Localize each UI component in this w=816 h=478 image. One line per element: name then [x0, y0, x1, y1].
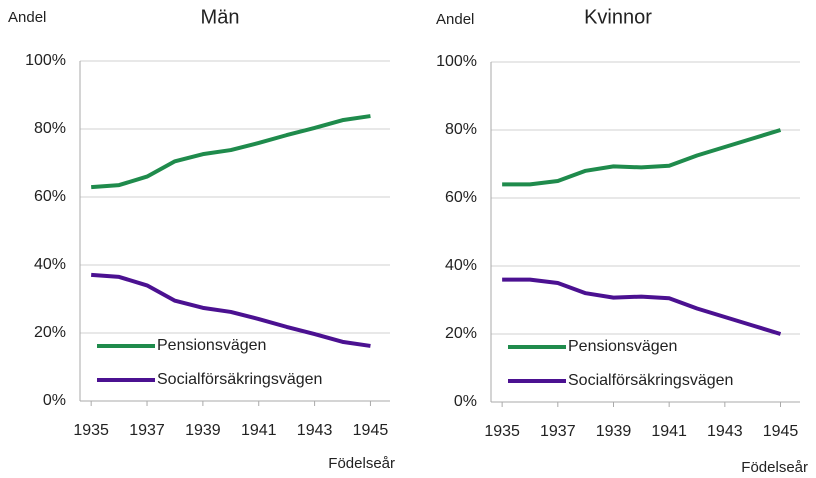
legend-label: Socialförsäkringsvägen	[157, 371, 322, 388]
chart-title: Kvinnor	[584, 6, 652, 28]
x-tick-label: 1935	[73, 422, 109, 439]
y-tick-label: 0%	[454, 393, 477, 410]
x-tick-label: 1939	[185, 422, 221, 439]
y-tick-label: 20%	[34, 324, 66, 341]
x-tick-label: 1941	[241, 422, 277, 439]
y-axis-label: Andel	[436, 11, 474, 28]
y-tick-label: 40%	[34, 256, 66, 273]
y-tick-label: 100%	[25, 52, 66, 69]
legend-label: Pensionsvägen	[568, 338, 677, 355]
x-axis-label: Födelseår	[741, 459, 808, 476]
y-tick-label: 60%	[34, 188, 66, 205]
legend-label: Pensionsvägen	[157, 337, 266, 354]
x-tick-label: 1945	[763, 423, 799, 440]
y-tick-label: 80%	[34, 120, 66, 137]
y-tick-label: 0%	[43, 392, 66, 409]
y-tick-label: 60%	[445, 189, 477, 206]
x-tick-label: 1943	[297, 422, 333, 439]
data-line	[91, 272, 371, 348]
x-tick-label: 1939	[596, 423, 632, 440]
x-tick-label: 1943	[707, 423, 743, 440]
data-line	[502, 128, 782, 187]
chart-title: Män	[201, 6, 240, 28]
y-tick-label: 80%	[445, 121, 477, 138]
legend-label: Socialförsäkringsvägen	[568, 372, 733, 389]
x-tick-label: 1937	[129, 422, 165, 439]
data-line	[502, 277, 782, 336]
y-tick-label: 100%	[436, 53, 477, 70]
x-tick-label: 1945	[353, 422, 389, 439]
x-tick-label: 1935	[484, 423, 520, 440]
data-line	[91, 114, 371, 190]
x-tick-label: 1937	[540, 423, 576, 440]
y-tick-label: 40%	[445, 257, 477, 274]
x-axis-label: Födelseår	[328, 455, 395, 472]
y-axis-label: Andel	[8, 9, 46, 26]
x-tick-label: 1941	[651, 423, 687, 440]
y-tick-label: 20%	[445, 325, 477, 342]
